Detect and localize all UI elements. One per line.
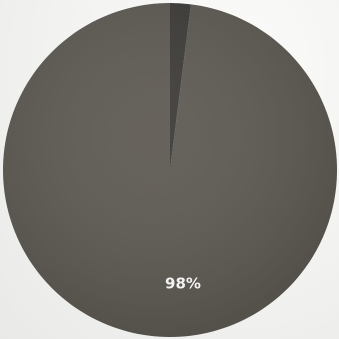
pie-labels: 98% xyxy=(165,275,201,293)
pie-data-label-1: 98% xyxy=(165,275,201,293)
